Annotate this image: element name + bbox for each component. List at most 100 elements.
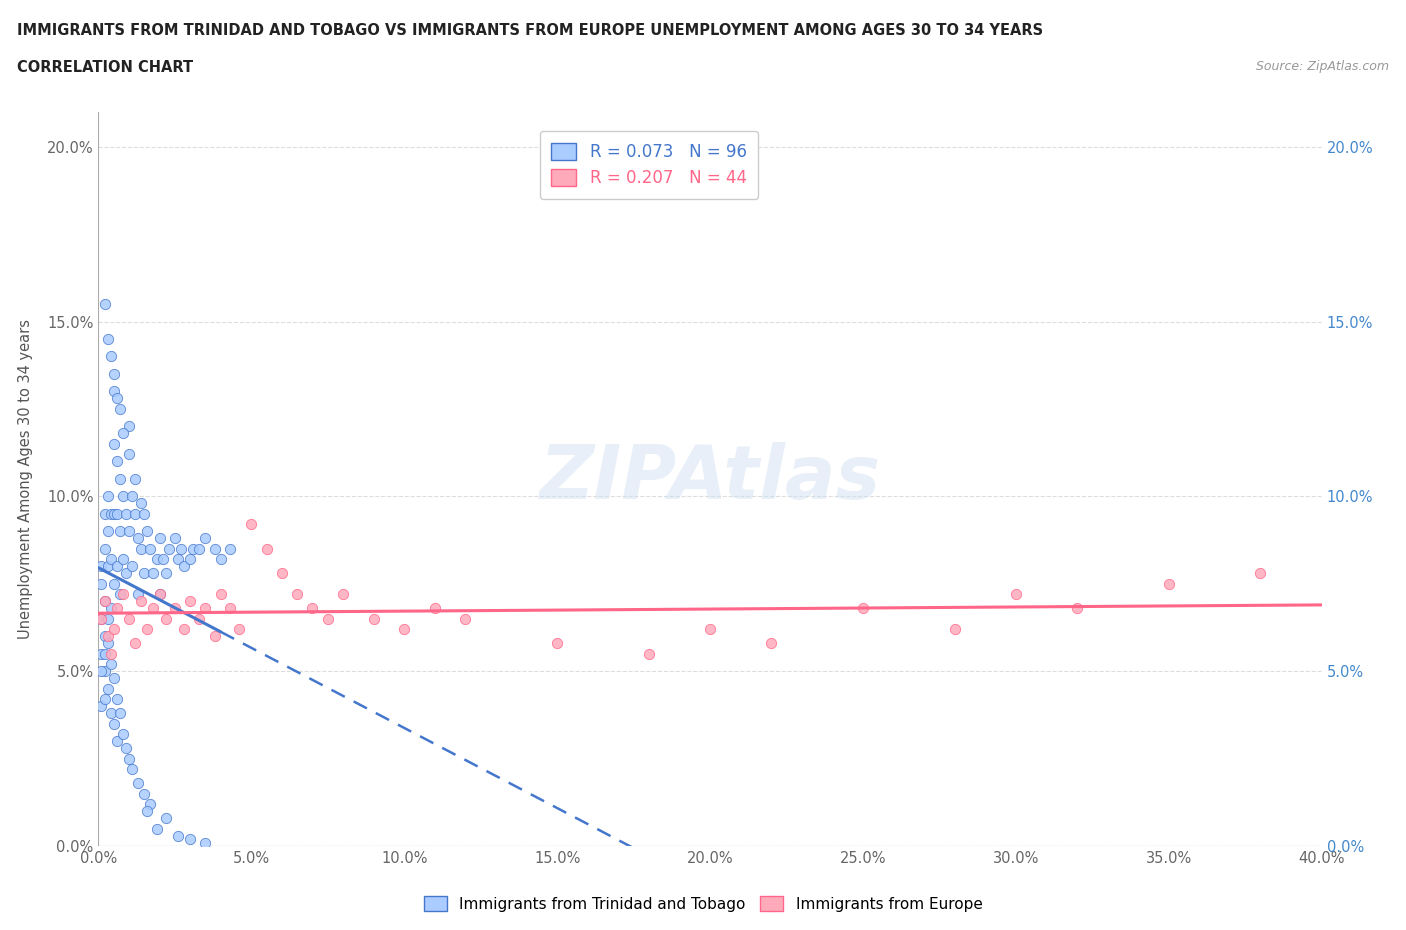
Point [423,601,446,616]
Point [90,577,112,591]
Point [124,472,146,486]
Point [173,622,195,637]
Point [637,646,661,661]
Point [240,517,263,532]
Point [118,524,141,538]
Point [392,622,416,637]
Text: Source: ZipAtlas.com: Source: ZipAtlas.com [1256,60,1389,73]
Point [194,531,217,546]
Point [103,577,125,591]
Point [149,587,172,602]
Point [546,636,568,651]
Point [93,664,115,679]
Legend: R = 0.073   N = 96, R = 0.207   N = 44: R = 0.073 N = 96, R = 0.207 N = 44 [540,131,758,199]
Point [454,611,477,626]
Point [1004,587,1026,602]
Point [188,541,211,556]
Point [100,646,122,661]
Point [155,611,177,626]
Point [167,829,190,844]
Point [118,751,141,766]
Point [108,402,131,417]
Point [124,636,146,651]
Point [97,524,120,538]
Point [100,601,122,616]
Point [194,835,217,850]
Point [219,601,242,616]
Point [121,489,143,504]
Point [142,601,165,616]
Point [179,594,201,609]
Point [1066,601,1088,616]
Point [115,507,138,522]
Point [93,594,115,609]
Point [90,664,112,679]
Point [111,552,134,567]
Point [194,601,217,616]
Point [121,559,143,574]
Point [256,541,278,556]
Point [139,797,162,812]
Point [93,692,115,707]
Point [163,531,186,546]
Point [181,541,204,556]
Point [111,587,134,602]
Point [155,566,177,581]
Point [316,611,339,626]
Point [149,531,172,546]
Point [129,594,152,609]
Point [105,559,128,574]
Point [103,366,125,381]
Point [100,657,122,671]
Point [111,489,134,504]
Point [108,524,131,538]
Point [108,472,131,486]
Point [93,646,115,661]
Point [163,601,186,616]
Point [105,391,128,405]
Point [97,559,120,574]
Text: ZIPAtlas: ZIPAtlas [540,443,880,515]
Point [90,699,112,714]
Point [179,552,201,567]
Point [145,821,167,836]
Point [167,552,190,567]
Point [100,706,122,721]
Point [103,436,125,451]
Legend: Immigrants from Trinidad and Tobago, Immigrants from Europe: Immigrants from Trinidad and Tobago, Imm… [418,889,988,918]
Y-axis label: Unemployment Among Ages 30 to 34 years: Unemployment Among Ages 30 to 34 years [18,319,34,639]
Point [179,831,201,846]
Point [173,559,195,574]
Point [97,332,120,347]
Point [699,622,721,637]
Point [111,727,134,742]
Point [1157,577,1180,591]
Point [270,566,292,581]
Point [97,611,120,626]
Point [115,741,138,756]
Point [100,349,122,364]
Point [219,541,242,556]
Point [1249,566,1271,581]
Point [332,587,354,602]
Point [127,587,149,602]
Point [285,587,308,602]
Point [103,507,125,522]
Point [93,507,115,522]
Point [108,706,131,721]
Text: IMMIGRANTS FROM TRINIDAD AND TOBAGO VS IMMIGRANTS FROM EUROPE UNEMPLOYMENT AMONG: IMMIGRANTS FROM TRINIDAD AND TOBAGO VS I… [17,23,1043,38]
Point [363,611,385,626]
Point [111,426,134,441]
Point [100,507,122,522]
Point [139,541,162,556]
Point [103,384,125,399]
Point [129,496,152,511]
Point [90,646,112,661]
Point [759,636,782,651]
Point [228,622,250,637]
Point [145,552,167,567]
Point [118,447,141,462]
Point [97,629,120,644]
Point [105,692,128,707]
Point [209,552,232,567]
